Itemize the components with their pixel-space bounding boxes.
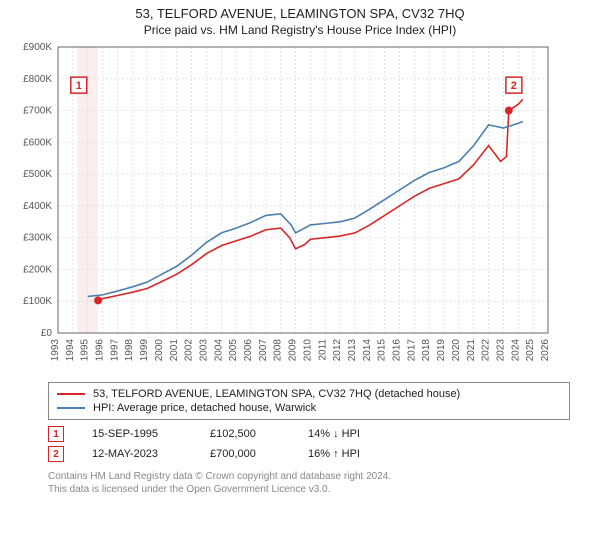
svg-text:£600K: £600K bbox=[23, 137, 52, 148]
legend-row-1: HPI: Average price, detached house, Warw… bbox=[57, 401, 561, 415]
svg-text:£300K: £300K bbox=[23, 233, 52, 244]
svg-text:1997: 1997 bbox=[109, 339, 120, 362]
svg-text:2007: 2007 bbox=[258, 339, 269, 362]
svg-text:2016: 2016 bbox=[392, 339, 403, 362]
svg-text:1995: 1995 bbox=[80, 339, 91, 362]
svg-text:2014: 2014 bbox=[362, 339, 373, 362]
svg-text:2012: 2012 bbox=[332, 339, 343, 362]
svg-text:1993: 1993 bbox=[50, 339, 61, 362]
footer-line-1: Contains HM Land Registry data © Crown c… bbox=[48, 470, 570, 483]
svg-text:1998: 1998 bbox=[124, 339, 135, 362]
chart-area: £0 £100K £200K £300K £400K £500K £600K £700K £80… bbox=[10, 41, 590, 376]
transaction-date: 12-MAY-2023 bbox=[92, 448, 182, 460]
svg-text:2009: 2009 bbox=[288, 339, 299, 362]
svg-text:1996: 1996 bbox=[95, 339, 106, 362]
transaction-row-2: 2 12-MAY-2023 £700,000 16% ↑ HPI bbox=[48, 444, 570, 464]
page-subtitle: Price paid vs. HM Land Registry's House … bbox=[0, 21, 600, 41]
svg-text:2026: 2026 bbox=[540, 339, 550, 362]
svg-text:£500K: £500K bbox=[23, 169, 52, 180]
svg-text:2018: 2018 bbox=[421, 339, 432, 362]
svg-text:2002: 2002 bbox=[184, 339, 195, 362]
legend-swatch bbox=[57, 407, 85, 409]
svg-text:2025: 2025 bbox=[525, 339, 536, 362]
svg-text:£400K: £400K bbox=[23, 201, 52, 212]
svg-text:2005: 2005 bbox=[228, 339, 239, 362]
svg-text:2004: 2004 bbox=[213, 339, 224, 362]
svg-text:2021: 2021 bbox=[466, 339, 477, 362]
svg-text:2000: 2000 bbox=[154, 339, 165, 362]
svg-text:2020: 2020 bbox=[451, 339, 462, 362]
transaction-price: £700,000 bbox=[210, 448, 280, 460]
svg-text:1994: 1994 bbox=[65, 339, 76, 362]
legend: 53, TELFORD AVENUE, LEAMINGTON SPA, CV32… bbox=[48, 382, 570, 420]
transaction-delta: 16% ↑ HPI bbox=[308, 448, 398, 460]
svg-text:2008: 2008 bbox=[273, 339, 284, 362]
svg-text:2023: 2023 bbox=[495, 339, 506, 362]
svg-text:2022: 2022 bbox=[481, 339, 492, 362]
svg-text:2017: 2017 bbox=[406, 339, 417, 362]
svg-text:2003: 2003 bbox=[198, 339, 209, 362]
footer-attribution: Contains HM Land Registry data © Crown c… bbox=[48, 470, 570, 496]
price-chart: £0 £100K £200K £300K £400K £500K £600K £700K £80… bbox=[10, 41, 550, 371]
marker-dot-1 bbox=[94, 296, 102, 304]
svg-text:2013: 2013 bbox=[347, 339, 358, 362]
svg-text:2024: 2024 bbox=[510, 339, 521, 362]
svg-text:2011: 2011 bbox=[317, 339, 328, 361]
page-title: 53, TELFORD AVENUE, LEAMINGTON SPA, CV32… bbox=[0, 0, 600, 21]
svg-text:£800K: £800K bbox=[23, 74, 52, 85]
transaction-price: £102,500 bbox=[210, 428, 280, 440]
svg-text:£900K: £900K bbox=[23, 42, 52, 53]
transactions-table: 1 15-SEP-1995 £102,500 14% ↓ HPI 2 12-MAY-202… bbox=[48, 424, 570, 464]
svg-text:£100K: £100K bbox=[23, 296, 52, 307]
marker-label-2: 2 bbox=[511, 80, 517, 92]
svg-text:2019: 2019 bbox=[436, 339, 447, 362]
transaction-marker: 2 bbox=[48, 446, 64, 462]
transaction-date: 15-SEP-1995 bbox=[92, 428, 182, 440]
svg-text:2015: 2015 bbox=[377, 339, 388, 362]
legend-row-0: 53, TELFORD AVENUE, LEAMINGTON SPA, CV32… bbox=[57, 387, 561, 401]
legend-label: HPI: Average price, detached house, Warw… bbox=[93, 402, 316, 414]
svg-text:1999: 1999 bbox=[139, 339, 150, 362]
svg-text:2001: 2001 bbox=[169, 339, 180, 362]
svg-text:£200K: £200K bbox=[23, 264, 52, 275]
svg-text:£0: £0 bbox=[41, 328, 53, 339]
marker-label-1: 1 bbox=[76, 80, 82, 92]
footer-line-2: This data is licensed under the Open Gov… bbox=[48, 483, 570, 496]
transaction-delta: 14% ↓ HPI bbox=[308, 428, 398, 440]
marker-dot-2 bbox=[505, 107, 513, 115]
svg-text:£700K: £700K bbox=[23, 106, 52, 117]
legend-swatch bbox=[57, 393, 85, 395]
transaction-marker: 1 bbox=[48, 426, 64, 442]
svg-text:2006: 2006 bbox=[243, 339, 254, 362]
legend-label: 53, TELFORD AVENUE, LEAMINGTON SPA, CV32… bbox=[93, 388, 460, 400]
series-hpi bbox=[88, 122, 523, 297]
transaction-row-1: 1 15-SEP-1995 £102,500 14% ↓ HPI bbox=[48, 424, 570, 444]
svg-text:2010: 2010 bbox=[302, 339, 313, 362]
